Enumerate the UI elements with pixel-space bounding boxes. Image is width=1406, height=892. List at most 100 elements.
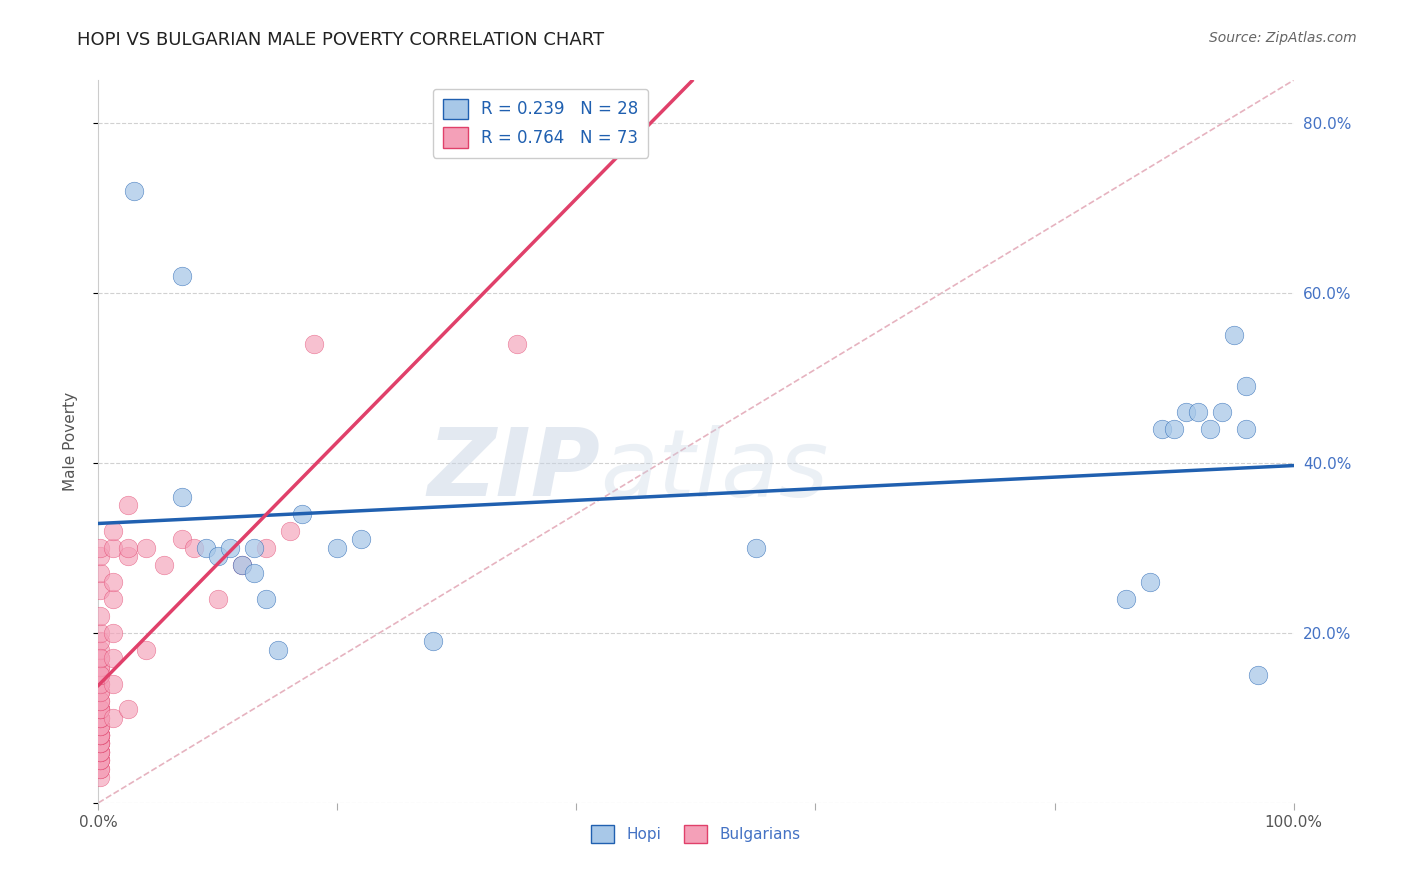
Point [172,533,194,547]
Point [89,719,111,733]
Text: ZIP: ZIP [427,425,600,516]
Point [101,591,124,606]
Point [89,668,111,682]
Point [302,336,325,351]
Point [101,541,124,555]
Point [89,745,111,759]
Point [89,736,111,750]
Point [117,702,139,716]
Point [350,533,373,547]
Point [278,524,301,538]
Point [1211,405,1233,419]
Point [243,566,266,581]
Point [506,336,529,351]
Point [219,541,242,555]
Point [89,753,111,767]
Point [89,583,111,598]
Text: HOPI VS BULGARIAN MALE POVERTY CORRELATION CHART: HOPI VS BULGARIAN MALE POVERTY CORRELATI… [77,31,605,49]
Point [89,728,111,742]
Point [89,702,111,716]
Point [89,736,111,750]
Point [1187,405,1209,419]
Point [89,711,111,725]
Point [89,719,111,733]
Point [89,728,111,742]
Point [89,694,111,708]
Point [172,490,194,504]
Point [1234,379,1257,393]
Point [1163,422,1185,436]
Point [89,745,111,759]
Point [153,558,176,572]
Point [117,498,139,512]
Point [101,677,124,691]
Y-axis label: Male Poverty: Male Poverty [63,392,77,491]
Point [422,634,444,648]
Point [1234,422,1257,436]
Point [89,736,111,750]
Point [89,745,111,759]
Point [231,558,253,572]
Point [1175,405,1198,419]
Point [89,668,111,682]
Point [89,694,111,708]
Point [89,711,111,725]
Point [1223,328,1246,343]
Point [207,591,229,606]
Point [89,702,111,716]
Point [1139,574,1161,589]
Point [89,753,111,767]
Point [1152,422,1174,436]
Point [89,728,111,742]
Point [135,541,157,555]
Point [89,625,111,640]
Point [89,702,111,716]
Point [89,660,111,674]
Point [89,702,111,716]
Point [89,770,111,784]
Point [89,642,111,657]
Point [101,574,124,589]
Point [243,541,266,555]
Point [89,719,111,733]
Point [89,762,111,776]
Point [101,651,124,665]
Point [101,711,124,725]
Point [89,736,111,750]
Point [101,524,124,538]
Point [195,541,218,555]
Point [89,728,111,742]
Legend: Hopi, Bulgarians: Hopi, Bulgarians [585,819,807,849]
Point [291,507,314,521]
Point [89,651,111,665]
Point [89,660,111,674]
Point [89,685,111,699]
Text: atlas: atlas [600,425,828,516]
Text: Source: ZipAtlas.com: Source: ZipAtlas.com [1209,31,1357,45]
Point [89,677,111,691]
Point [89,762,111,776]
Point [89,634,111,648]
Point [89,745,111,759]
Point [207,549,229,564]
Point [89,541,111,555]
Point [89,711,111,725]
Point [89,728,111,742]
Point [135,642,157,657]
Point [254,591,277,606]
Point [117,549,139,564]
Point [89,549,111,564]
Point [124,184,146,198]
Point [89,753,111,767]
Point [101,625,124,640]
Point [267,642,290,657]
Point [89,566,111,581]
Point [89,668,111,682]
Point [172,268,194,283]
Point [89,685,111,699]
Point [89,651,111,665]
Point [117,541,139,555]
Point [231,558,253,572]
Point [254,541,277,555]
Point [89,608,111,623]
